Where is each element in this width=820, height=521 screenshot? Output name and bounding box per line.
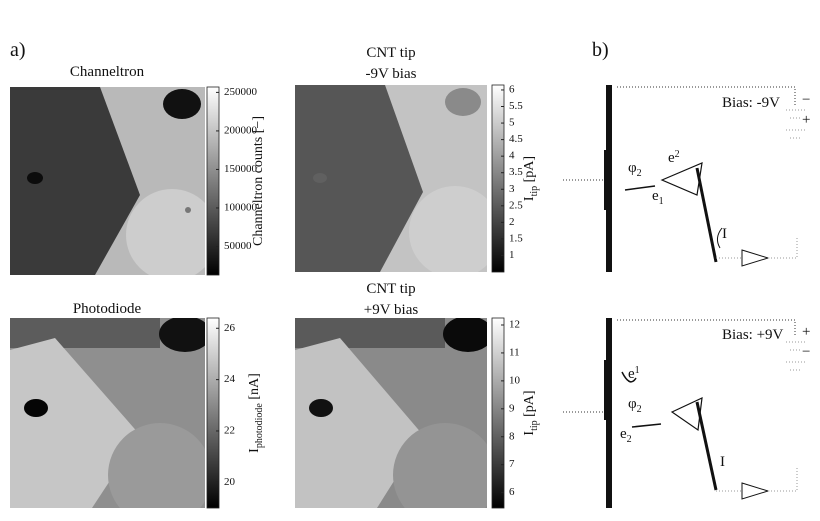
bias-label: Bias: -9V xyxy=(722,95,780,111)
colorbar xyxy=(206,86,220,276)
tick-label: 7 xyxy=(509,458,515,470)
tick-label: 6 xyxy=(509,83,515,95)
tick-label: 1.5 xyxy=(509,232,523,244)
tick-label: 2 xyxy=(509,216,515,228)
tick-label: 5.5 xyxy=(509,100,523,112)
symbol: I xyxy=(720,454,725,470)
tick-label: 20 xyxy=(224,476,236,488)
tick-label: 1 xyxy=(509,249,515,261)
label-unit: [nA] xyxy=(247,373,262,403)
tick-label: 12 xyxy=(509,319,520,331)
tick-label: 4.5 xyxy=(509,133,523,145)
tick-label: 24 xyxy=(224,373,236,385)
tick-label: 5 xyxy=(509,117,515,129)
label-main: I xyxy=(522,196,537,201)
map-image xyxy=(295,85,487,272)
map-title: -9V bias xyxy=(366,66,417,82)
tick-label: 11 xyxy=(509,346,520,358)
tick-label: 10 xyxy=(509,374,521,386)
map-title: Channeltron xyxy=(70,64,145,80)
symbol: e2 xyxy=(620,426,632,445)
map-image xyxy=(295,318,487,508)
map-title: Photodiode xyxy=(73,301,142,317)
map-image xyxy=(10,87,205,275)
symbol: e1 xyxy=(628,365,640,382)
tick-label: 100000 xyxy=(224,201,258,213)
map-image xyxy=(10,318,205,508)
tick-label: 9 xyxy=(509,402,515,414)
panel-label: b) xyxy=(592,39,609,61)
colorbar xyxy=(491,317,505,509)
sign: − xyxy=(802,344,810,360)
colorbar-label: Itip [pA] xyxy=(522,390,540,435)
tick-label: 6 xyxy=(509,486,515,498)
symbol: e2 xyxy=(668,149,680,166)
label-main: I xyxy=(522,431,537,436)
panel-label: a) xyxy=(10,39,26,61)
map-title: CNT tip xyxy=(366,45,415,61)
map-title: CNT tip xyxy=(366,281,415,297)
colorbar xyxy=(206,317,220,509)
schematic xyxy=(563,85,806,508)
colorbar-label: Channeltron counts [−] xyxy=(251,116,266,246)
tick-label: 3 xyxy=(509,183,515,195)
symbol: I xyxy=(722,226,727,242)
label-main: I xyxy=(247,448,262,453)
sign: − xyxy=(802,92,810,108)
tick-label: 150000 xyxy=(224,163,258,175)
tick-label: 22 xyxy=(224,425,235,437)
label-sub: photodiode xyxy=(254,403,265,449)
tick-label: 3.5 xyxy=(509,166,523,178)
tick-label: 4 xyxy=(509,150,515,162)
tick-label: 250000 xyxy=(224,86,258,98)
symbol: φ2 xyxy=(628,396,642,415)
colorbar-label: Itip [pA] xyxy=(522,156,540,201)
bias-label: Bias: +9V xyxy=(722,327,784,343)
map-title: +9V bias xyxy=(364,302,419,318)
colorbar-label: Iphotodiode [nA] xyxy=(247,373,265,453)
colorbar xyxy=(491,84,505,273)
tick-label: 2.5 xyxy=(509,199,523,211)
tick-label: 26 xyxy=(224,322,236,334)
symbol: φ2 xyxy=(628,160,642,179)
tick-label: 200000 xyxy=(224,124,258,136)
sign: + xyxy=(802,324,810,340)
label-unit: [pA] xyxy=(522,156,537,186)
label-sub: tip xyxy=(529,186,540,197)
symbol: e1 xyxy=(652,188,664,207)
label-unit: [pA] xyxy=(522,390,537,420)
tick-label: 50000 xyxy=(224,240,252,252)
sign: + xyxy=(802,112,810,128)
tick-label: 8 xyxy=(509,430,515,442)
label-sub: tip xyxy=(529,420,540,431)
label-main: Channeltron counts [−] xyxy=(251,116,266,246)
